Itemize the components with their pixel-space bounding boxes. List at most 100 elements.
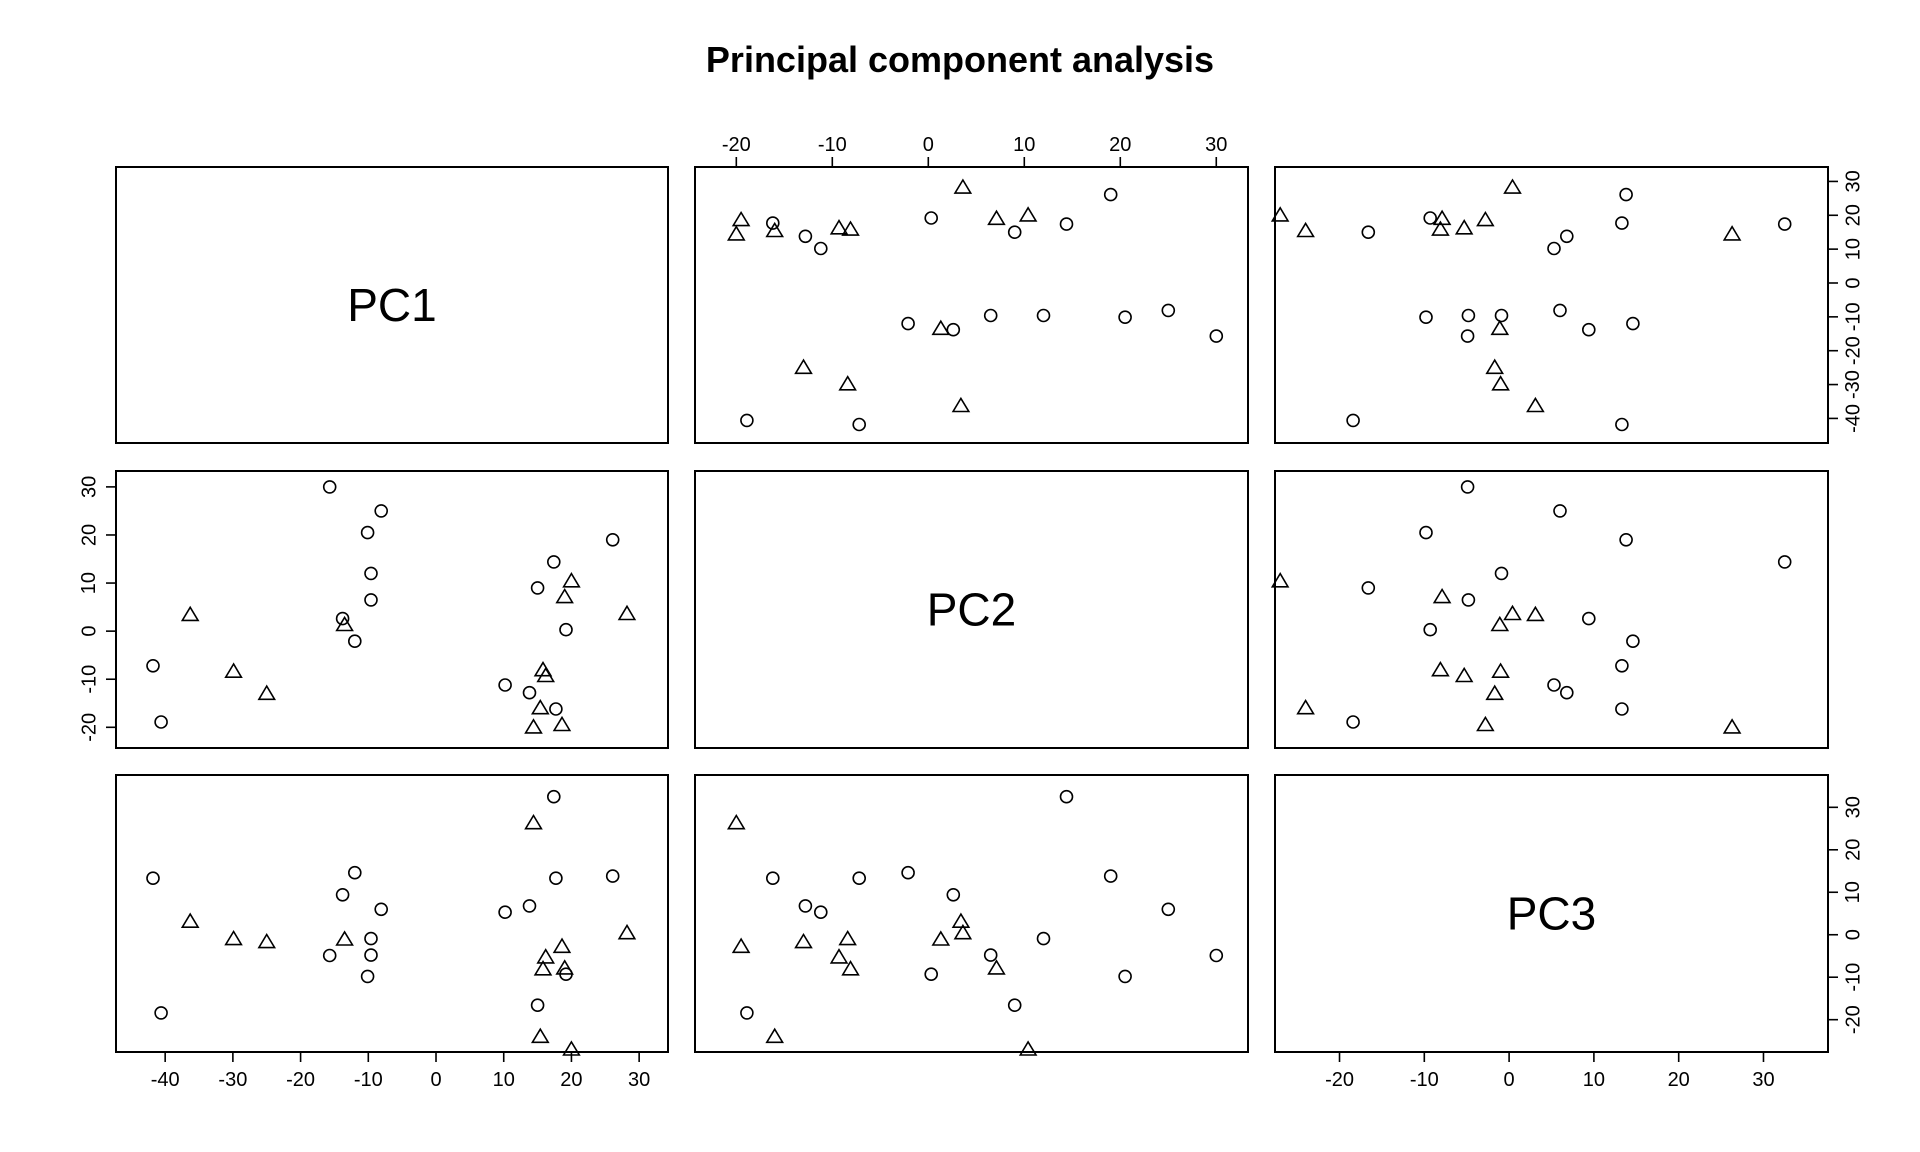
point-triangle (524, 813, 543, 830)
point-circle (740, 413, 754, 428)
point-circle (1118, 969, 1132, 984)
point-triangle (524, 718, 543, 734)
tick-label: 30 (78, 476, 100, 498)
tick-label: -30 (218, 1069, 247, 1091)
point-triangle (951, 912, 971, 929)
point-circle (364, 948, 378, 962)
point-circle (1461, 593, 1476, 607)
point-triangle (838, 929, 857, 946)
point-circle (1553, 504, 1567, 518)
point-triangle (1722, 225, 1742, 241)
point-circle (813, 241, 828, 256)
point-circle (852, 417, 867, 432)
tick-label: 0 (923, 134, 934, 156)
point-triangle (1485, 684, 1505, 701)
point-circle (522, 899, 537, 913)
point-circle (924, 967, 939, 982)
point-circle (1615, 702, 1629, 716)
point-triangle (829, 219, 849, 235)
point-circle (1036, 308, 1051, 323)
point-triangle (552, 937, 572, 954)
panel-pc1-pc3 (1270, 166, 1829, 444)
tick-label: 30 (1752, 1069, 1774, 1091)
tick-label: 10 (493, 1069, 515, 1091)
tick-label: -30 (1842, 370, 1864, 399)
tick-label: -40 (151, 1069, 180, 1091)
point-circle (946, 322, 961, 337)
panel-pc3-pc2 (694, 774, 1249, 1056)
point-triangle (530, 1027, 550, 1044)
tick-label: -20 (1842, 336, 1864, 365)
point-circle (605, 532, 620, 547)
point-triangle (1431, 661, 1450, 677)
tick-label: 0 (430, 1069, 441, 1091)
point-circle (1626, 316, 1640, 331)
point-circle (498, 905, 512, 920)
point-circle (1346, 715, 1360, 729)
point-circle (364, 593, 378, 607)
point-triangle (931, 319, 951, 336)
point-circle (1423, 622, 1437, 637)
point-circle (1361, 581, 1376, 595)
point-circle (1553, 303, 1567, 318)
panel-pc3-pc3: PC3 (1274, 774, 1829, 1053)
tick-label: 10 (1842, 881, 1864, 903)
point-triangle (1526, 605, 1545, 622)
tick-label: 10 (1013, 134, 1035, 156)
point-triangle (1018, 206, 1038, 222)
point-circle (1460, 329, 1475, 343)
point-triangle (953, 923, 973, 940)
point-triangle (257, 932, 277, 949)
point-circle (1346, 413, 1360, 428)
point-circle (813, 905, 828, 920)
point-circle (1103, 869, 1118, 883)
point-triangle (1490, 615, 1510, 632)
panel-frame (694, 774, 1249, 1053)
point-circle (364, 566, 378, 581)
point-circle (1547, 241, 1561, 256)
diagonal-label-pc1: PC1 (347, 279, 436, 331)
point-circle (1619, 532, 1633, 547)
tick-label: -20 (722, 134, 751, 156)
point-triangle (1270, 572, 1290, 588)
point-triangle (617, 604, 637, 621)
panel-frame (1274, 470, 1829, 749)
point-triangle (987, 959, 1006, 975)
point-triangle (838, 375, 857, 391)
point-triangle (1503, 178, 1522, 194)
tick-label: 20 (560, 1069, 582, 1091)
point-circle (983, 948, 998, 962)
point-triangle (555, 587, 574, 604)
point-triangle (794, 358, 813, 375)
point-circle (335, 611, 350, 626)
point-circle (798, 899, 813, 913)
point-circle (1361, 225, 1376, 239)
point-triangle (953, 178, 973, 194)
point-circle (1419, 525, 1433, 540)
point-circle (335, 887, 350, 902)
point-circle (364, 931, 378, 946)
point-triangle (533, 960, 553, 976)
point-triangle (1270, 206, 1290, 222)
point-circle (146, 658, 160, 673)
point-triangle (555, 959, 574, 975)
point-circle (740, 1006, 754, 1020)
point-triangle (335, 930, 354, 946)
point-triangle (1431, 220, 1450, 236)
point-triangle (1503, 604, 1522, 621)
point-circle (1007, 998, 1022, 1013)
point-circle (765, 871, 780, 886)
point-circle (347, 634, 362, 649)
point-circle (360, 969, 375, 984)
point-triangle (765, 221, 785, 238)
tick-label: 20 (1109, 134, 1131, 156)
point-triangle (1296, 221, 1315, 238)
point-circle (852, 871, 867, 886)
panel-pc1-pc2 (694, 166, 1249, 444)
point-circle (1626, 634, 1640, 649)
tick-label: 20 (78, 524, 100, 546)
point-circle (1777, 555, 1792, 569)
point-circle (360, 525, 375, 540)
tick-label: 30 (1842, 170, 1864, 192)
point-circle (1036, 931, 1051, 946)
